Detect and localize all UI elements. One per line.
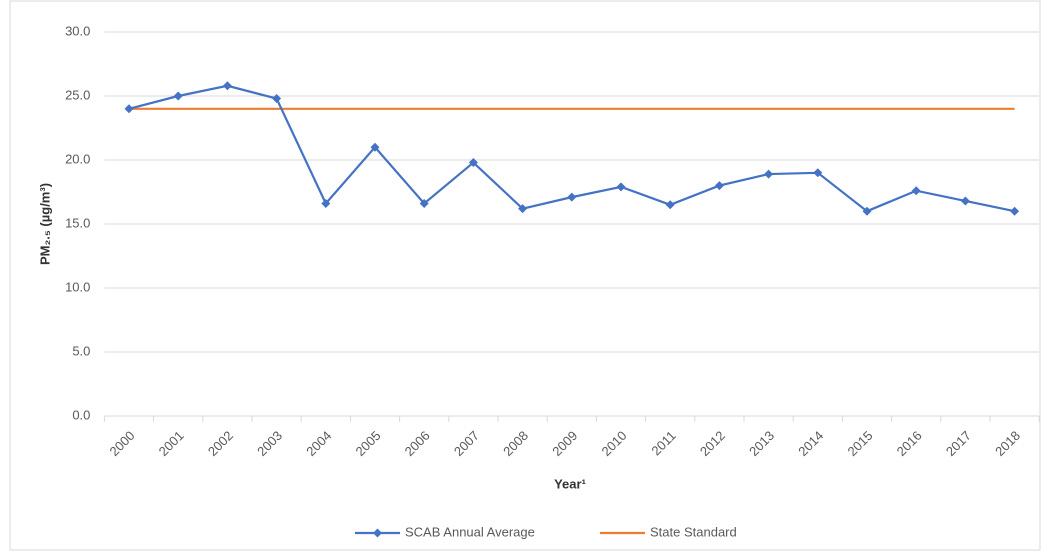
legend-label: SCAB Annual Average (405, 524, 535, 539)
y-tick-label: 0.0 (72, 407, 90, 422)
data-point (370, 142, 380, 152)
data-point (1010, 206, 1020, 216)
data-point (813, 168, 823, 178)
data-point (911, 186, 921, 196)
data-point (616, 182, 626, 192)
y-axis-label: PM₂.₅ (µg/m³) (37, 183, 52, 265)
y-tick-label: 25.0 (65, 87, 90, 102)
data-point (764, 169, 774, 179)
y-tick-label: 5.0 (72, 343, 90, 358)
data-point (862, 206, 872, 216)
y-tick-label: 15.0 (65, 215, 90, 230)
data-point (960, 196, 970, 206)
x-axis-label: Year¹ (554, 476, 586, 491)
data-point (272, 94, 282, 104)
y-tick-label: 30.0 (65, 23, 90, 38)
chart-frame (9, 0, 1041, 551)
data-point (518, 204, 528, 214)
data-point (714, 181, 724, 191)
data-point (124, 104, 134, 114)
legend-label: State Standard (650, 524, 737, 539)
data-point (173, 91, 183, 101)
data-point (665, 200, 675, 210)
y-tick-label: 20.0 (65, 151, 90, 166)
legend-marker (373, 528, 382, 538)
data-point (321, 199, 331, 209)
data-point (567, 192, 577, 202)
data-point (419, 199, 429, 209)
data-point (222, 81, 232, 91)
y-tick-label: 10.0 (65, 279, 90, 294)
data-point (468, 158, 478, 168)
